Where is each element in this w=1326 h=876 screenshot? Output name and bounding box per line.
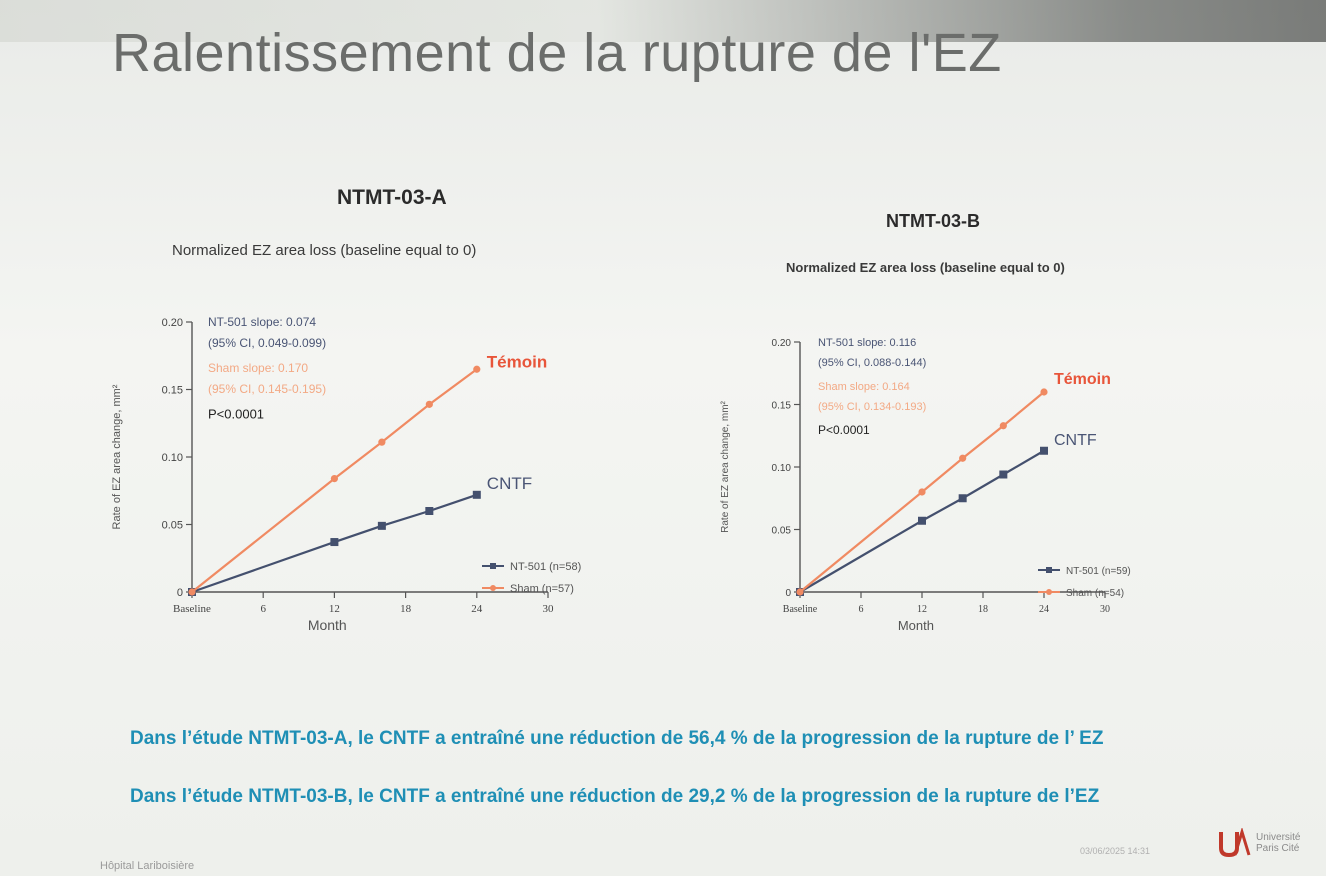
y-tick-label: 0.10 bbox=[772, 463, 792, 474]
y-tick-label: 0.05 bbox=[162, 520, 183, 532]
sham-point bbox=[188, 588, 196, 596]
nt501-point bbox=[958, 494, 967, 503]
y-tick-label: 0.20 bbox=[772, 338, 792, 349]
nt501-slope-label: NT-501 slope: 0.074 bbox=[208, 315, 316, 329]
nt501-ci-label: (95% CI, 0.049-0.099) bbox=[208, 336, 326, 350]
temoin-label: Témoin bbox=[487, 352, 547, 371]
nt501-point bbox=[377, 521, 386, 530]
university-logo: Université Paris Cité bbox=[1218, 828, 1300, 858]
university-logo-icon bbox=[1219, 828, 1251, 858]
x-tick-label: Baseline bbox=[173, 603, 211, 615]
sham-point bbox=[378, 438, 386, 446]
y-axis-label: Rate of EZ area change, mm² bbox=[111, 384, 123, 529]
x-tick-label: Baseline bbox=[783, 604, 818, 615]
sham-point bbox=[918, 488, 926, 496]
y-tick-label: 0.15 bbox=[162, 385, 183, 397]
x-tick-label: 6 bbox=[260, 603, 266, 615]
sham-point bbox=[425, 400, 433, 408]
summary-study-a: Dans l’étude NTMT-03-A, le CNTF a entraî… bbox=[130, 728, 1104, 749]
slide-title: Ralentissement de la rupture de l'EZ bbox=[112, 23, 1002, 83]
y-tick-label: 0 bbox=[785, 588, 791, 599]
nt501-point bbox=[1040, 446, 1048, 455]
nt501-slope-label: NT-501 slope: 0.116 bbox=[818, 337, 916, 349]
y-tick-label: 0.15 bbox=[772, 401, 792, 412]
p-value-label: P<0.0001 bbox=[208, 406, 264, 421]
nt501-ci-label: (95% CI, 0.088-0.144) bbox=[818, 357, 926, 369]
x-tick-label: 18 bbox=[978, 604, 988, 615]
sham-ci-label: (95% CI, 0.134-0.193) bbox=[818, 401, 926, 413]
footer-hospital: Hôpital Lariboisière bbox=[100, 860, 195, 872]
legend-nt501-label: NT-501 (n=58) bbox=[510, 561, 581, 573]
sham-point bbox=[959, 454, 967, 462]
y-tick-label: 0.05 bbox=[772, 526, 792, 537]
legend-sham-label: Sham (n=57) bbox=[510, 583, 574, 595]
sham-slope-label: Sham slope: 0.164 bbox=[818, 381, 910, 393]
x-tick-label: 24 bbox=[471, 603, 483, 615]
nt501-point bbox=[330, 538, 339, 547]
legend-sham-marker bbox=[1046, 589, 1052, 595]
sham-ci-label: (95% CI, 0.145-0.195) bbox=[208, 382, 326, 396]
footer-date: 03/06/2025 14:31 bbox=[1080, 846, 1151, 856]
logo-text-1: Université bbox=[1256, 832, 1301, 843]
chart-a-title: NTMT-03-A bbox=[337, 186, 447, 209]
chart-b: 0 0.05 0.10 0.15 0.20 Baseline 6 12 18 24 30 Month R… bbox=[720, 337, 1131, 633]
chart-a: 0 0.05 0.10 0.15 0.20 Baseline 6 12 18 24 30 Month R… bbox=[111, 315, 581, 633]
nt501-point bbox=[472, 490, 481, 499]
x-tick-label: 6 bbox=[859, 604, 864, 615]
x-tick-label: 18 bbox=[400, 603, 412, 615]
legend-sham-marker bbox=[490, 585, 496, 591]
y-tick-label: 0.10 bbox=[162, 452, 183, 464]
legend-nt501-marker bbox=[490, 563, 496, 569]
x-tick-label: 12 bbox=[329, 603, 340, 615]
x-axis-label: Month bbox=[308, 617, 347, 633]
x-tick-label: 24 bbox=[1039, 604, 1049, 615]
nt501-point bbox=[999, 470, 1008, 479]
cntf-label: CNTF bbox=[1054, 432, 1097, 449]
legend-nt501-marker bbox=[1046, 567, 1052, 573]
cntf-label: CNTF bbox=[487, 474, 532, 493]
sham-point bbox=[1040, 388, 1048, 396]
logo-text-2: Paris Cité bbox=[1256, 843, 1300, 854]
legend-nt501-label: NT-501 (n=59) bbox=[1066, 566, 1131, 577]
chart-b-subtitle: Normalized EZ area loss (baseline equal … bbox=[786, 260, 1065, 275]
sham-point bbox=[796, 588, 804, 596]
x-tick-label: 30 bbox=[543, 603, 555, 615]
x-tick-label: 12 bbox=[917, 604, 927, 615]
projector-top-edge bbox=[0, 0, 1326, 42]
sham-point bbox=[330, 475, 338, 483]
nt501-point bbox=[918, 516, 926, 525]
y-axis-label: Rate of EZ area change, mm² bbox=[720, 400, 731, 532]
y-tick-label: 0.20 bbox=[162, 317, 183, 329]
summary-study-b: Dans l’étude NTMT-03-B, le CNTF a entraî… bbox=[130, 786, 1100, 807]
temoin-label: Témoin bbox=[1054, 371, 1111, 388]
x-tick-label: 30 bbox=[1100, 604, 1110, 615]
x-axis-label: Month bbox=[898, 618, 934, 633]
nt501-point bbox=[425, 507, 434, 515]
chart-b-title: NTMT-03-B bbox=[886, 211, 980, 231]
sham-point bbox=[473, 365, 481, 373]
p-value-label: P<0.0001 bbox=[818, 423, 870, 437]
legend-sham-label: Sham (n=54) bbox=[1066, 588, 1124, 599]
chart-a-subtitle: Normalized EZ area loss (baseline equal … bbox=[172, 242, 477, 259]
y-tick-label: 0 bbox=[177, 587, 183, 599]
sham-slope-label: Sham slope: 0.170 bbox=[208, 361, 308, 375]
sham-point bbox=[999, 422, 1007, 430]
